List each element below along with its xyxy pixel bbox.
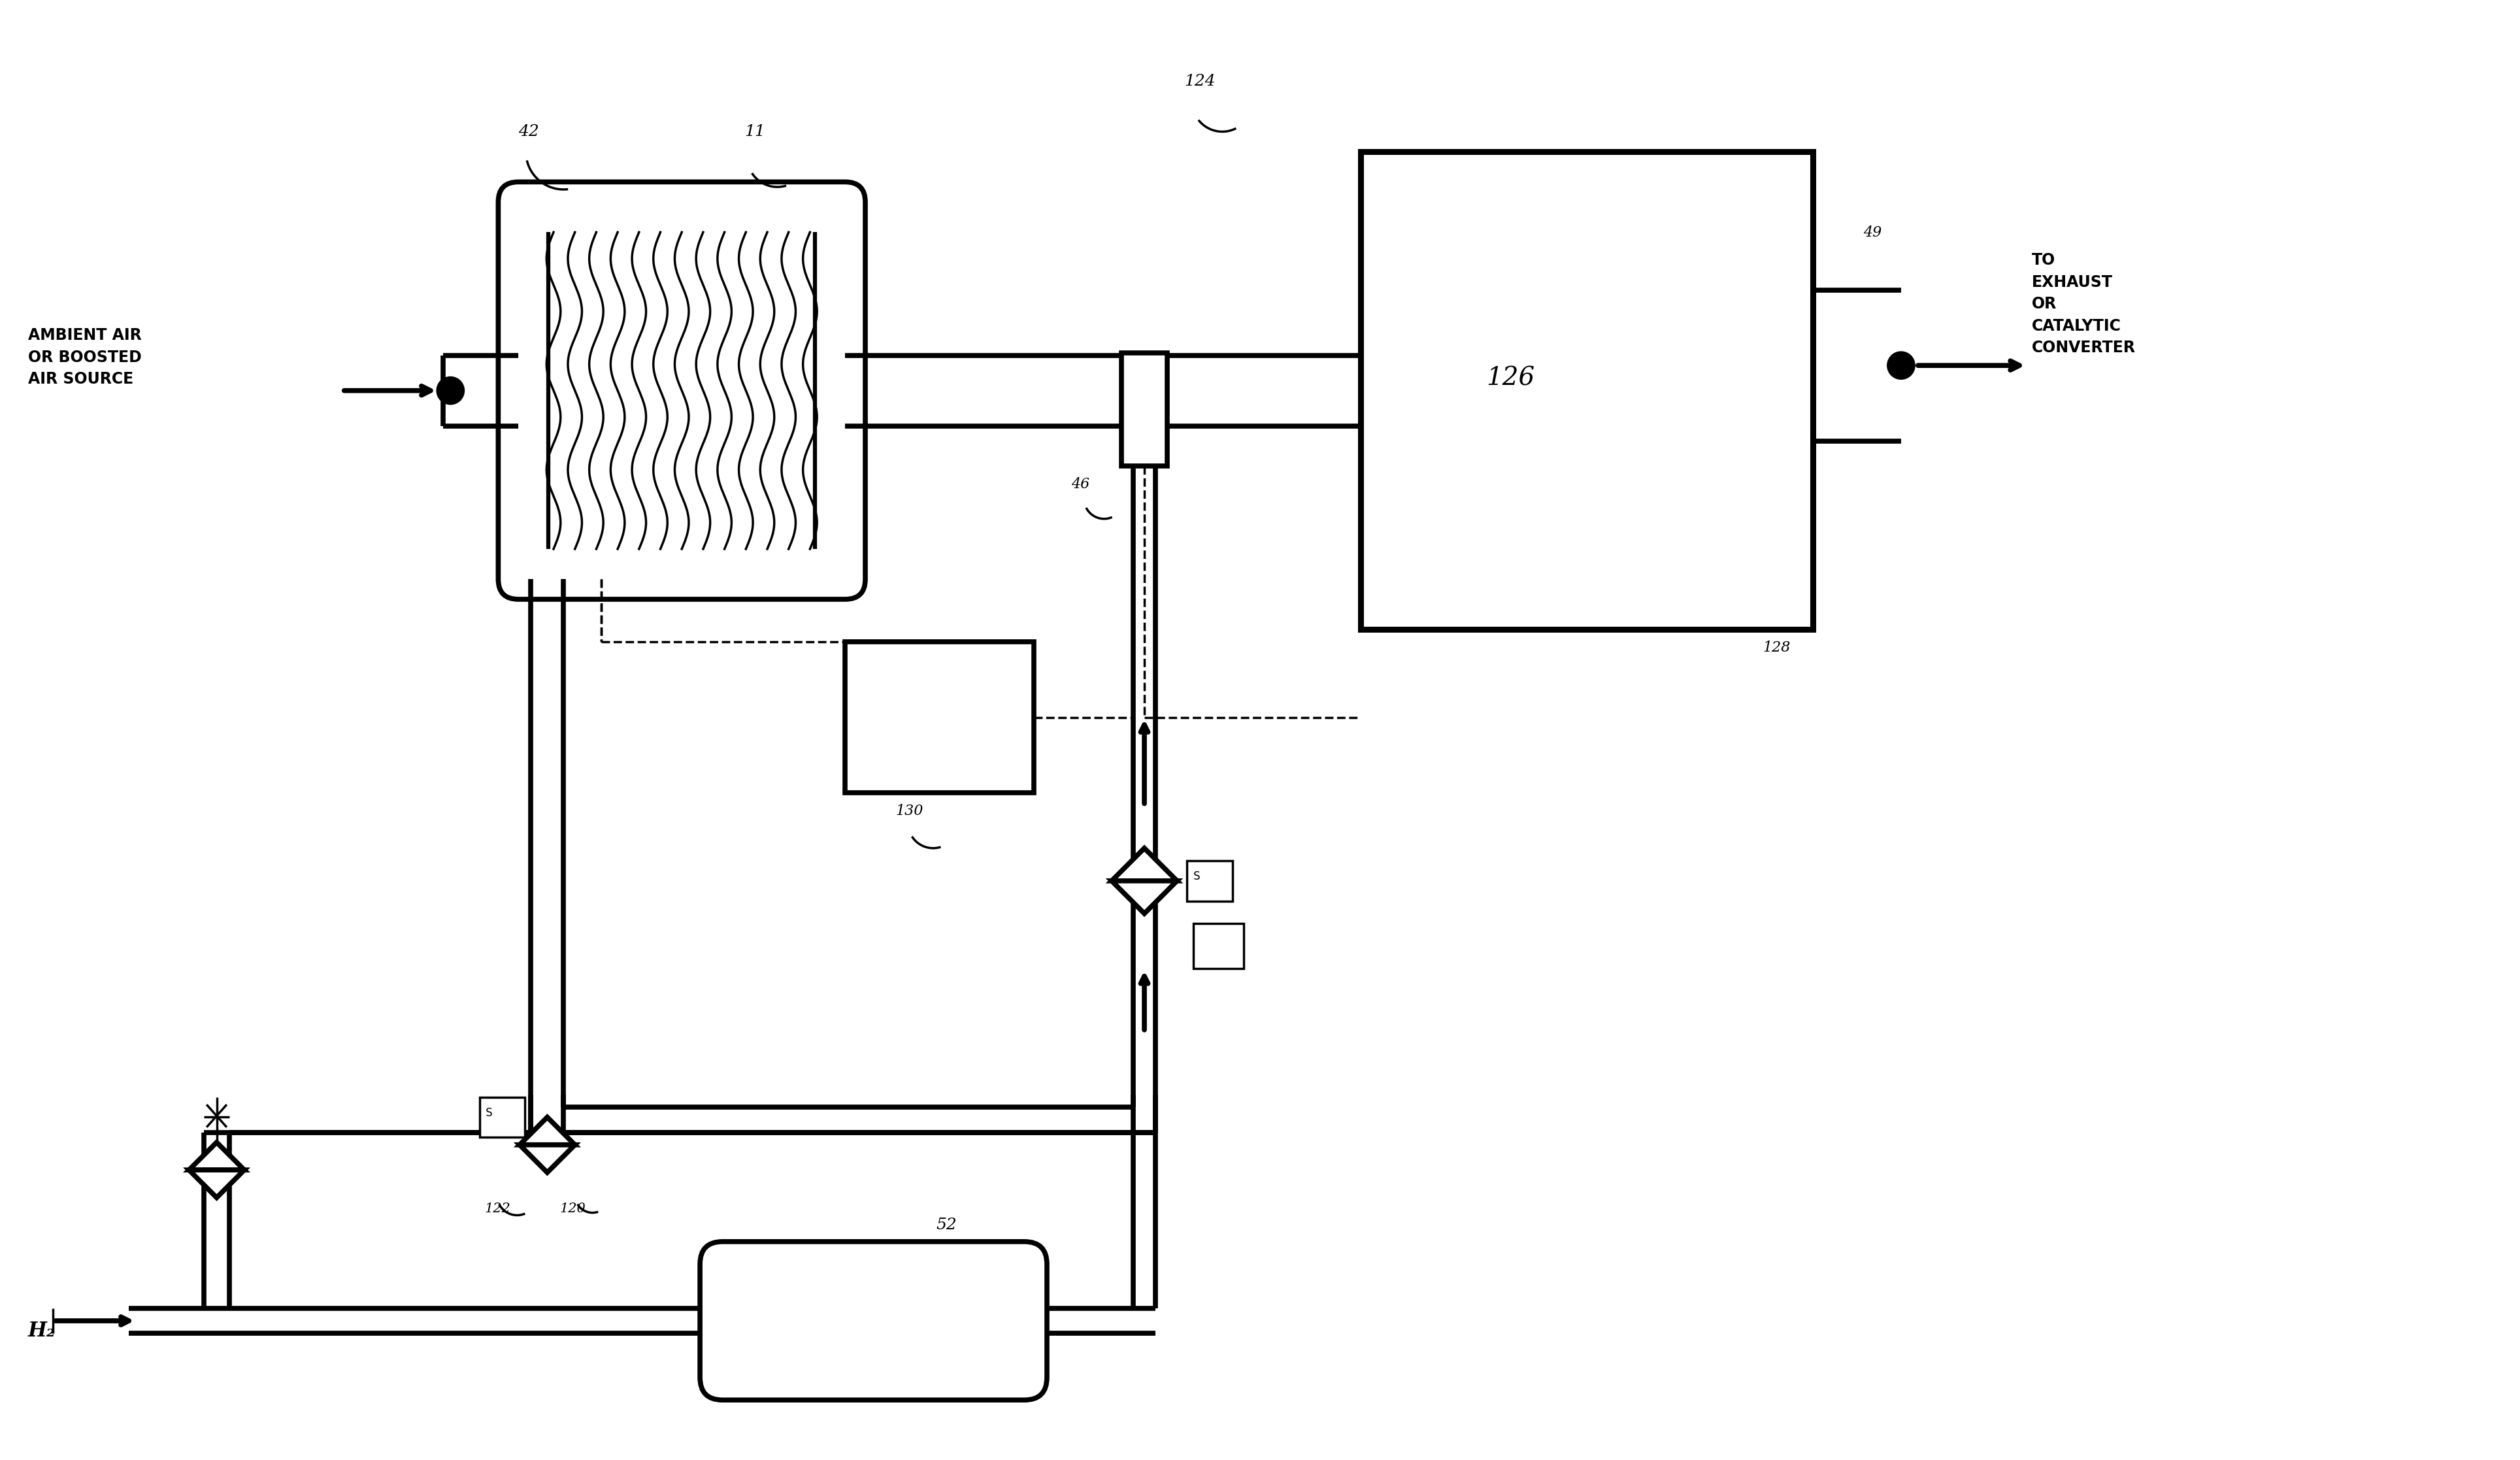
Bar: [1121, 353, 1167, 466]
Polygon shape: [519, 1117, 575, 1145]
Text: S: S: [486, 1107, 494, 1118]
Circle shape: [436, 377, 464, 404]
Text: 128: 128: [1764, 639, 1792, 654]
Bar: [479, 1096, 524, 1137]
Bar: [1194, 924, 1245, 969]
FancyBboxPatch shape: [701, 1241, 1046, 1400]
Text: 11: 11: [743, 124, 766, 139]
Bar: [1361, 152, 1812, 629]
Text: 130: 130: [895, 803, 922, 818]
Polygon shape: [519, 1145, 575, 1172]
Text: 124: 124: [1184, 74, 1215, 89]
Text: H₂: H₂: [28, 1321, 55, 1340]
Circle shape: [1887, 352, 1915, 380]
Text: S: S: [1194, 870, 1200, 882]
Polygon shape: [189, 1142, 244, 1169]
Bar: [1187, 861, 1232, 901]
Bar: [844, 642, 1033, 793]
Polygon shape: [1111, 880, 1177, 914]
Text: 120: 120: [559, 1203, 585, 1215]
Text: AMBIENT AIR
OR BOOSTED
AIR SOURCE: AMBIENT AIR OR BOOSTED AIR SOURCE: [28, 327, 141, 387]
Text: 52: 52: [937, 1218, 958, 1232]
Text: 49: 49: [1862, 225, 1882, 239]
Text: 126: 126: [1487, 366, 1535, 391]
Text: TO
EXHAUST
OR
CATALYTIC
CONVERTER: TO EXHAUST OR CATALYTIC CONVERTER: [2031, 253, 2137, 356]
Polygon shape: [1111, 848, 1177, 880]
Polygon shape: [189, 1169, 244, 1197]
FancyBboxPatch shape: [499, 182, 864, 599]
Text: 122: 122: [484, 1203, 512, 1215]
Text: 46: 46: [1071, 477, 1091, 491]
Text: 42: 42: [519, 124, 539, 139]
